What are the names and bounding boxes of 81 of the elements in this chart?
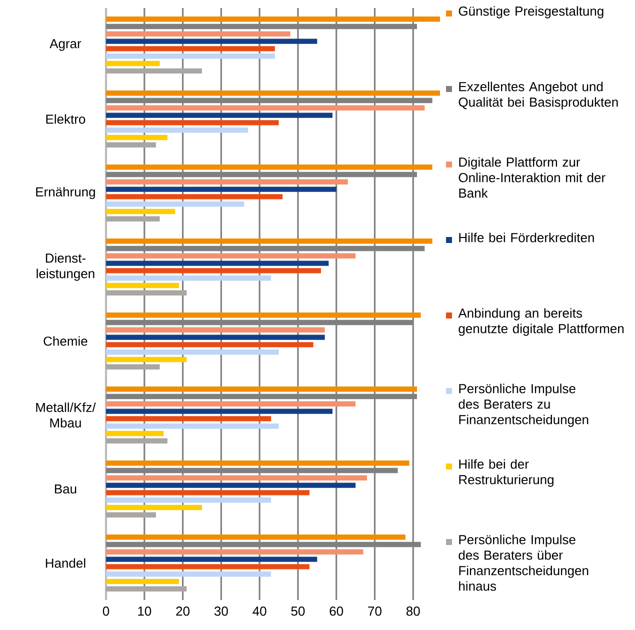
bar xyxy=(106,16,440,22)
bar xyxy=(106,401,356,407)
legend-label: Hilfe bei der Restrukturierung xyxy=(459,459,554,487)
bar xyxy=(106,438,168,444)
bar xyxy=(106,312,421,318)
bar xyxy=(106,342,314,348)
legend-label: Günstige Preisgestaltung xyxy=(458,6,604,18)
bar xyxy=(106,430,164,436)
bar xyxy=(106,128,248,133)
bar xyxy=(106,142,156,148)
bar xyxy=(106,105,425,110)
x-tick-label: 20 xyxy=(176,606,190,616)
bar xyxy=(106,475,368,481)
x-tick-label: 10 xyxy=(138,606,152,616)
bar xyxy=(106,276,272,281)
bar xyxy=(106,253,356,259)
x-tick-label: 30 xyxy=(214,606,228,616)
bar xyxy=(106,60,160,66)
bar xyxy=(106,179,348,184)
legend-label: Anbindung an bereits genutzte digitale Plattformen xyxy=(458,308,624,336)
x-tick-label: 60 xyxy=(330,606,344,616)
bar xyxy=(106,586,187,592)
bar xyxy=(106,290,187,296)
legend-label: Persönliche Impulse des Beraters über Finanzentscheidungen hinaus xyxy=(458,534,588,591)
bar xyxy=(106,327,325,333)
x-tick-label: 70 xyxy=(368,606,382,616)
bar xyxy=(106,482,356,488)
bar xyxy=(106,549,364,555)
bar xyxy=(106,194,283,200)
legend-label: Hilfe bei Förderkrediten xyxy=(459,232,594,242)
bar xyxy=(106,38,318,44)
y-tick-label: Ernährung xyxy=(36,186,95,200)
y-tick-label: Metall/Kfz/ Mbau xyxy=(36,402,96,428)
bar xyxy=(106,202,244,207)
y-tick-label: Agrar xyxy=(50,39,82,51)
bar xyxy=(106,120,279,126)
bar xyxy=(106,498,272,503)
bar xyxy=(106,534,406,540)
y-tick-label: Handel xyxy=(46,558,86,568)
legend-label: Digitale Plattform zur Online-Interaktion mit der Bank xyxy=(458,157,606,198)
bar xyxy=(106,386,417,392)
bar xyxy=(106,238,432,244)
bar xyxy=(106,408,333,414)
bar xyxy=(106,504,202,510)
bar xyxy=(106,216,160,222)
bar xyxy=(106,364,160,370)
bar xyxy=(106,260,329,266)
bar xyxy=(106,134,168,140)
bar xyxy=(106,334,325,340)
bar xyxy=(106,268,321,274)
y-tick-label: Dienst-leistungen xyxy=(36,253,94,281)
bar xyxy=(106,460,410,466)
bar xyxy=(106,572,272,577)
bar xyxy=(106,112,333,118)
bar xyxy=(106,424,279,429)
bar xyxy=(106,54,275,59)
y-tick-label: Chemie xyxy=(44,336,88,346)
bar xyxy=(106,46,275,52)
bar xyxy=(106,186,336,192)
bar xyxy=(106,90,440,96)
x-tick-label: 80 xyxy=(406,606,420,616)
bar xyxy=(106,490,310,496)
legend-label: Exzellentes Angebot und Qualität bei Basisprodukten xyxy=(458,82,618,110)
bar xyxy=(106,282,179,288)
bar xyxy=(106,356,187,362)
bar xyxy=(106,208,176,214)
bar xyxy=(106,350,279,355)
x-tick-label: 0 xyxy=(102,606,110,616)
bar xyxy=(106,164,432,170)
x-tick-label: 40 xyxy=(252,606,266,616)
bar xyxy=(106,556,318,562)
legend-label: Persönliche Impulse des Beraters zu Finanzentscheidungen xyxy=(458,384,588,427)
bar xyxy=(106,512,156,518)
y-tick-label: Bau xyxy=(54,484,76,494)
bar xyxy=(106,564,310,570)
bar xyxy=(106,578,179,584)
bar xyxy=(106,416,272,422)
bar xyxy=(106,31,290,36)
y-tick-label: Elektro xyxy=(46,114,86,124)
bar xyxy=(106,68,202,74)
x-tick-label: 50 xyxy=(291,606,305,616)
